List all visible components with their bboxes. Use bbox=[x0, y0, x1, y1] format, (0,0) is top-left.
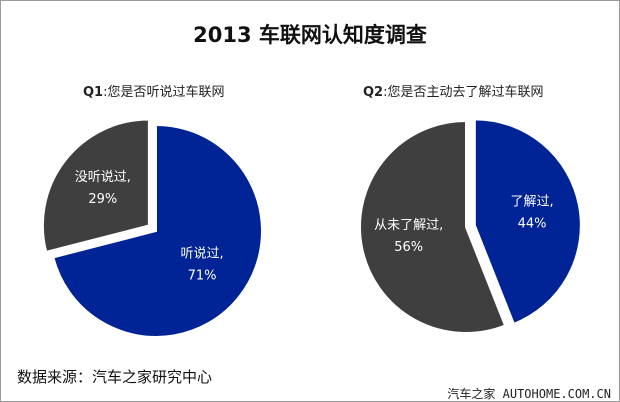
pie1-slice-1 bbox=[41, 118, 150, 254]
pie1-slice-0-label: 听说过, bbox=[180, 247, 223, 262]
pie1-slice-0-value: 71% bbox=[188, 269, 217, 284]
data-source: 数据来源：汽车之家研究中心 bbox=[17, 368, 213, 386]
q2-prefix: Q2 bbox=[363, 85, 384, 100]
watermark: 汽车之家 AUTOHOME.COM.CN bbox=[447, 387, 611, 401]
pie1-slice-1-label: 没听说过, bbox=[75, 170, 131, 185]
q2-subtitle: Q2:您是否主动去了解过车联网 bbox=[363, 81, 544, 100]
q1-prefix: Q1 bbox=[83, 85, 104, 100]
chart-title: 2013 车联网认知度调查 bbox=[193, 23, 427, 47]
q1-text: :您是否听说过车联网 bbox=[103, 85, 225, 100]
pie2-slice-1-label: 从未了解过, bbox=[374, 218, 443, 233]
pie2-slice-1-value: 56% bbox=[394, 240, 423, 255]
pie2-slice-0-label: 了解过, bbox=[511, 194, 554, 209]
pie1-slice-1-value: 29% bbox=[88, 192, 117, 207]
pie2-slice-0 bbox=[473, 118, 582, 326]
q2-text: :您是否主动去了解过车联网 bbox=[383, 85, 544, 100]
q1-subtitle: Q1:您是否听说过车联网 bbox=[83, 81, 225, 100]
pie2-slice-0-value: 44% bbox=[518, 216, 547, 231]
pie2-slice-1 bbox=[359, 119, 507, 334]
pie1-slice-0 bbox=[52, 123, 263, 338]
